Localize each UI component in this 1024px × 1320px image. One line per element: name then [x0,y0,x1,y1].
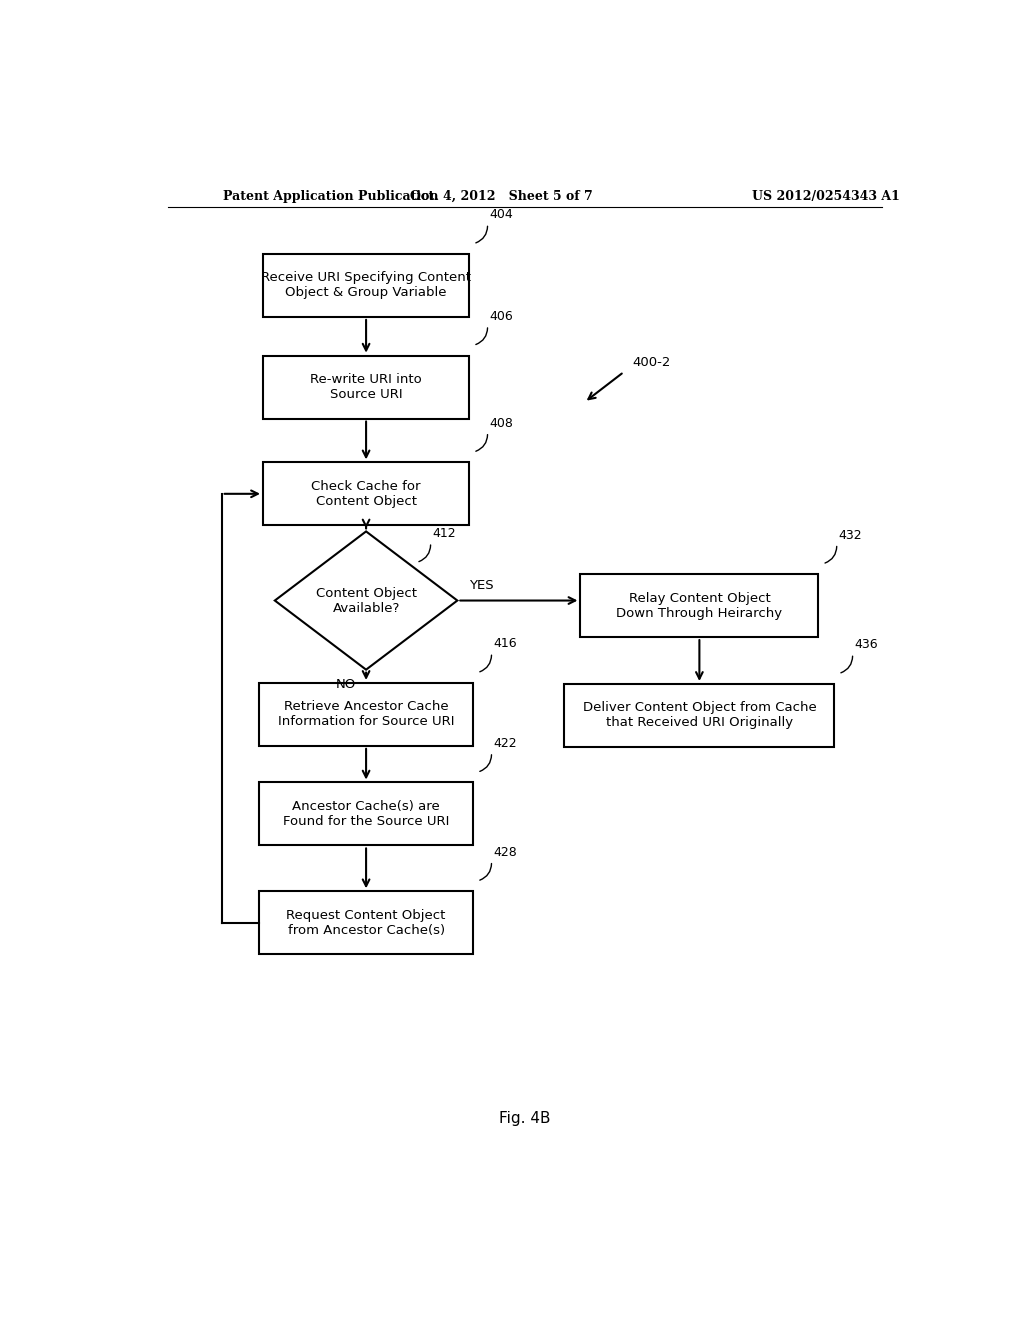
Text: Deliver Content Object from Cache
that Received URI Originally: Deliver Content Object from Cache that R… [583,701,816,730]
Text: Retrieve Ancestor Cache
Information for Source URI: Retrieve Ancestor Cache Information for … [278,701,455,729]
Text: Re-write URI into
Source URI: Re-write URI into Source URI [310,374,422,401]
Text: 436: 436 [854,639,878,651]
Text: Patent Application Publication: Patent Application Publication [223,190,438,202]
Text: Request Content Object
from Ancestor Cache(s): Request Content Object from Ancestor Cac… [287,908,445,937]
Text: 432: 432 [839,528,862,541]
Text: 408: 408 [489,417,513,430]
Text: Oct. 4, 2012   Sheet 5 of 7: Oct. 4, 2012 Sheet 5 of 7 [410,190,592,202]
Text: YES: YES [469,579,494,593]
Text: Relay Content Object
Down Through Heirarchy: Relay Content Object Down Through Heirar… [616,591,782,619]
FancyBboxPatch shape [263,462,469,525]
Text: 422: 422 [494,737,517,750]
Text: NO: NO [336,677,356,690]
Text: 404: 404 [489,209,513,222]
Text: Fig. 4B: Fig. 4B [499,1111,551,1126]
Text: 428: 428 [494,846,517,859]
FancyBboxPatch shape [259,783,473,846]
FancyBboxPatch shape [263,253,469,317]
Polygon shape [274,532,458,669]
Text: 416: 416 [494,638,517,651]
Text: 412: 412 [432,527,456,540]
Text: Ancestor Cache(s) are
Found for the Source URI: Ancestor Cache(s) are Found for the Sour… [283,800,450,828]
Text: Receive URI Specifying Content
Object & Group Variable: Receive URI Specifying Content Object & … [261,272,471,300]
Text: US 2012/0254343 A1: US 2012/0254343 A1 [753,190,900,202]
FancyBboxPatch shape [259,682,473,746]
Text: 400-2: 400-2 [632,356,671,368]
FancyBboxPatch shape [259,891,473,954]
Text: Check Cache for
Content Object: Check Cache for Content Object [311,479,421,508]
FancyBboxPatch shape [581,574,818,638]
FancyBboxPatch shape [263,355,469,418]
FancyBboxPatch shape [564,684,835,747]
Text: Content Object
Available?: Content Object Available? [315,586,417,615]
Text: 406: 406 [489,310,513,323]
